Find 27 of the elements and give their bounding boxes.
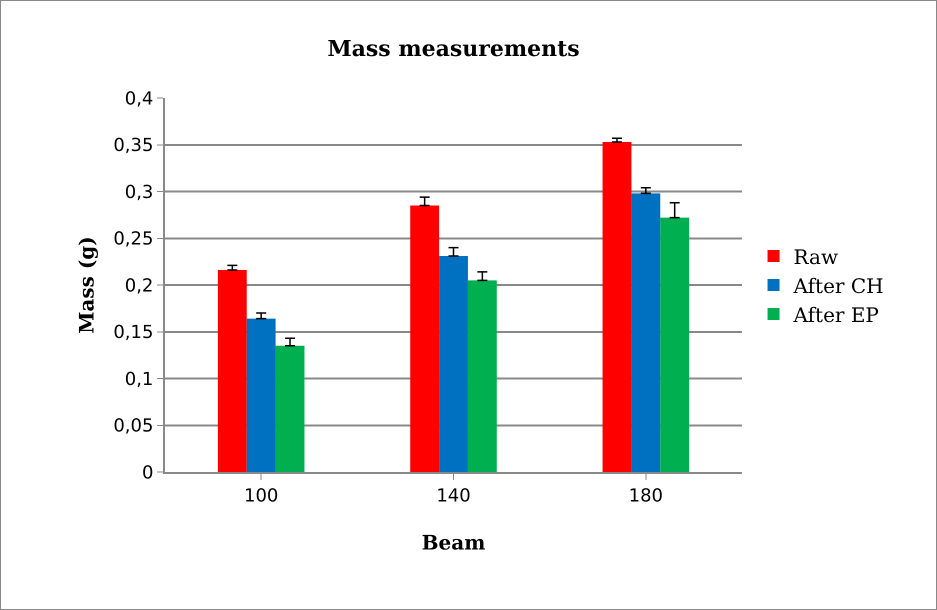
bar xyxy=(218,270,247,472)
y-axis-title: Mass (g) xyxy=(74,236,98,334)
bar xyxy=(631,193,660,472)
y-tick-label: 0,1 xyxy=(124,368,154,390)
bar xyxy=(410,206,440,472)
x-axis-title: Beam xyxy=(422,530,486,555)
bar xyxy=(468,280,497,472)
x-tick-label: 180 xyxy=(628,486,664,507)
y-tick-label: 0,05 xyxy=(113,416,154,437)
legend-label: Raw xyxy=(794,244,838,269)
bar xyxy=(276,346,304,472)
legend-label: After CH xyxy=(792,274,884,298)
y-tick-label: 0,35 xyxy=(113,135,154,156)
x-tick-label: 100 xyxy=(244,486,278,507)
x-tick-label: 140 xyxy=(436,486,471,507)
bar xyxy=(439,256,468,472)
y-tick-label: 0,2 xyxy=(124,275,154,296)
y-tick-label: 0,25 xyxy=(113,228,154,250)
y-tick-label: 0 xyxy=(142,462,154,484)
bar xyxy=(602,142,632,472)
bar xyxy=(246,318,276,472)
legend-label: After EP xyxy=(792,302,879,327)
bar xyxy=(660,218,690,472)
chart-title: Mass measurements xyxy=(327,36,580,62)
y-tick-label: 0,15 xyxy=(113,322,154,344)
y-tick-label: 0,3 xyxy=(124,182,154,203)
y-tick-label: 0,4 xyxy=(124,88,154,110)
